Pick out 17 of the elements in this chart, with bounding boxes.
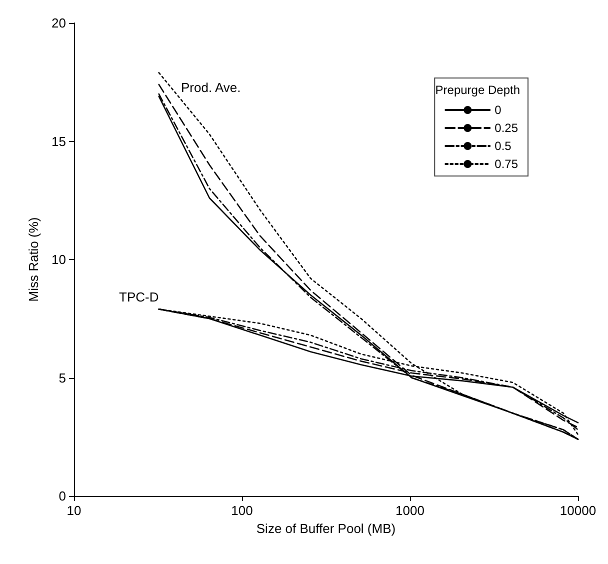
legend-label: 0.75 bbox=[494, 157, 518, 171]
x-tick-label: 10000 bbox=[560, 503, 596, 518]
y-tick-label: 10 bbox=[52, 252, 66, 267]
x-tick-label: 100 bbox=[231, 503, 253, 518]
y-axis-title: Miss Ratio (%) bbox=[26, 217, 41, 302]
legend-label: 0 bbox=[494, 103, 502, 117]
annotation: TPC-D bbox=[119, 290, 159, 305]
y-tick-label: 5 bbox=[58, 370, 66, 386]
legend-title: Prepurge Depth bbox=[435, 83, 520, 97]
legend-label: 0.5 bbox=[494, 139, 512, 153]
x-tick-label: 1000 bbox=[396, 503, 424, 518]
y-tick-label: 15 bbox=[52, 134, 66, 149]
x-axis-title: Size of Buffer Pool (MB) bbox=[256, 520, 396, 536]
y-tick-label: 20 bbox=[52, 16, 66, 30]
annotation: Prod. Ave. bbox=[180, 80, 241, 95]
legend-label: 0.25 bbox=[494, 121, 518, 135]
y-tick-label: 0 bbox=[58, 488, 66, 504]
